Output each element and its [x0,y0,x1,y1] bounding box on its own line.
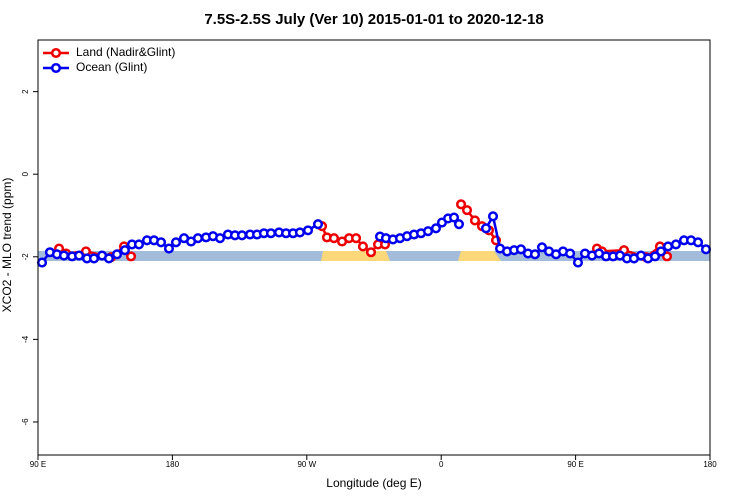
point [328,233,340,244]
point [572,257,584,268]
y-tick-label: -6 [21,418,30,426]
point [430,223,442,234]
x-tick-label: 90 E [567,460,583,469]
land-band [458,251,501,261]
legend-label: Land (Nadir&Glint) [76,45,175,59]
y-tick-label: -2 [21,253,30,261]
point [156,237,167,248]
y-axis-label: XCO2 - MLO trend (ppm) [0,178,14,313]
point [214,233,226,244]
point [365,247,377,258]
point [133,239,144,250]
point [662,241,674,252]
point [423,226,434,237]
x-tick-label: 180 [166,460,180,469]
point [670,239,682,250]
point [302,225,314,236]
x-tick-label: 180 [703,460,717,469]
point [312,219,324,230]
point [170,237,182,248]
y-tick-label: 0 [21,171,30,176]
point [693,237,704,248]
y-tick-label: 2 [21,89,30,94]
point [515,244,526,255]
point [536,242,548,253]
point [487,211,499,222]
x-tick-label: 90 E [30,460,46,469]
land-band [321,251,390,261]
y-tick-label: -4 [21,335,30,343]
point [480,223,492,234]
point [448,212,460,223]
point [74,250,85,261]
point [265,228,277,239]
point [700,244,712,255]
point [58,250,70,261]
point [565,248,576,259]
x-axis-label: Longitude (deg E) [326,476,421,490]
legend-label: Ocean (Glint) [76,60,147,74]
point [357,241,368,252]
point [119,245,130,256]
point [192,233,203,244]
point [655,246,667,257]
point [461,205,473,216]
point [351,233,362,244]
chart-title: 7.5S-2.5S July (Ver 10) 2015-01-01 to 20… [204,11,543,28]
legend-marker [50,62,62,74]
x-tick-label: 90 W [297,460,316,469]
point [103,253,114,264]
point [88,253,100,264]
point [456,199,467,210]
point [453,219,465,230]
point [661,251,673,262]
point [649,251,661,262]
point [294,227,305,238]
point [469,215,480,226]
point [125,251,137,262]
legend: Land (Nadir&Glint)Ocean (Glint) [43,45,175,74]
point [163,243,175,254]
x-tick-label: 0 [439,460,444,469]
plot-frame [37,39,711,456]
point [529,249,541,260]
point [236,230,248,241]
legend-marker [50,47,62,59]
point [36,257,48,268]
point [111,249,123,260]
plot-area [36,199,712,268]
